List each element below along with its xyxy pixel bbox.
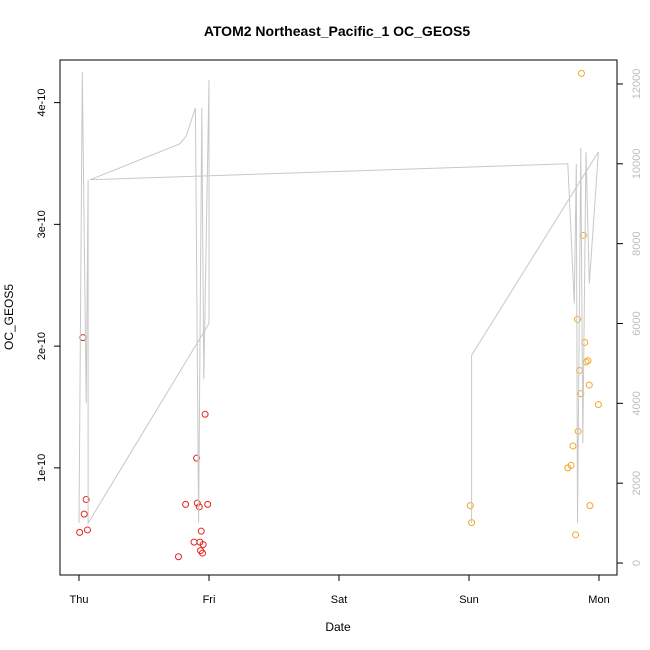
data-point-orange xyxy=(582,358,590,366)
plot-area xyxy=(59,59,618,576)
chart-title: ATOM2 Northeast_Pacific_1 OC_GEOS5 xyxy=(204,23,471,39)
data-point-red xyxy=(201,410,209,418)
plot-border xyxy=(59,59,618,576)
data-point-orange xyxy=(574,315,582,323)
data-point-orange xyxy=(567,461,575,469)
y-axis: 1e-10 2e-10 3e-10 4e-10 xyxy=(36,89,61,482)
data-point-red xyxy=(193,454,201,462)
y2-tick-label: 4000 xyxy=(631,391,643,415)
data-point-orange xyxy=(577,69,585,77)
data-point-orange xyxy=(585,381,593,389)
data-point-orange xyxy=(572,531,580,539)
x-tick-label: Mon xyxy=(588,594,609,606)
y-tick-label: 2e-10 xyxy=(36,332,48,360)
x-tick-label: Sat xyxy=(331,594,348,606)
data-point-red xyxy=(174,553,182,561)
data-point-red xyxy=(193,499,201,507)
y2-tick-label: 12000 xyxy=(631,69,643,100)
data-point-red xyxy=(80,510,88,518)
y-tick-label: 1e-10 xyxy=(36,454,48,482)
y2-tick-label: 6000 xyxy=(631,311,643,335)
y-axis-label: OC_GEOS5 xyxy=(2,284,16,350)
data-point-orange xyxy=(586,502,594,510)
data-point-red xyxy=(195,503,203,511)
y-tick-label: 4e-10 xyxy=(36,89,48,117)
x-tick-label: Fri xyxy=(203,594,216,606)
data-point-red xyxy=(76,528,84,536)
x-tick-label: Sun xyxy=(459,594,479,606)
y2-tick-label: 0 xyxy=(631,560,643,566)
y2-axis-right: 0 2000 4000 6000 8000 10000 12000 xyxy=(616,69,643,566)
series-layer xyxy=(76,69,602,561)
data-point-red xyxy=(190,538,198,546)
data-point-red xyxy=(182,500,190,508)
x-axis-label: Date xyxy=(325,620,351,634)
data-point-orange xyxy=(569,442,577,450)
y-tick-label: 3e-10 xyxy=(36,210,48,238)
data-point-red xyxy=(82,496,90,504)
y2-tick-label: 10000 xyxy=(631,149,643,180)
data-point-red xyxy=(199,541,207,549)
data-point-red xyxy=(83,526,91,534)
x-tick-label: Thu xyxy=(70,594,89,606)
data-point-red xyxy=(204,500,212,508)
data-point-red xyxy=(199,549,206,557)
y2-tick-label: 8000 xyxy=(631,231,643,255)
data-point-orange xyxy=(594,401,602,409)
data-point-red xyxy=(197,527,205,535)
x-axis: Thu Fri Sat Sun Mon xyxy=(70,574,610,606)
y2-tick-label: 2000 xyxy=(631,471,643,495)
series-line-right-axis xyxy=(78,71,599,525)
data-point-orange xyxy=(466,502,474,510)
data-point-orange xyxy=(584,357,592,365)
